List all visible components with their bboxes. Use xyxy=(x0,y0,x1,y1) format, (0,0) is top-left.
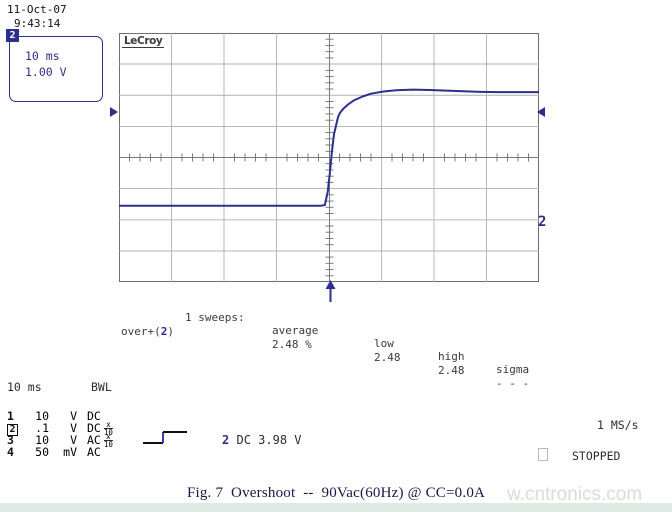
channel-setting-row[interactable]: 2 .1 V DC x 10 xyxy=(7,421,113,436)
datetime-readout: 11-Oct-07 9:43:14 xyxy=(7,3,67,31)
sample-rate-readout: 1 MS/s xyxy=(597,418,639,432)
timebase-readout[interactable]: 10 ms xyxy=(7,380,42,394)
channel-volts-unit: V xyxy=(70,409,77,423)
measure-value-high: 2.48 xyxy=(438,364,465,377)
measure-header-low: low xyxy=(374,337,394,350)
channel-number-3[interactable]: 3 xyxy=(7,433,14,447)
channel-coupling: DC xyxy=(87,409,101,423)
channel-number-1[interactable]: 1 xyxy=(7,409,14,423)
measure-header-sweeps: 1 sweeps: xyxy=(185,311,245,324)
trigger-level-text: DC 3.98 V xyxy=(236,433,302,447)
channel-setting-row[interactable]: 1 10 V DC xyxy=(7,409,101,423)
channel-offset-marker-right-icon[interactable] xyxy=(537,107,545,117)
bandwidth-limit-readout[interactable]: BWL xyxy=(91,380,112,394)
channel-offset-marker-left-icon[interactable] xyxy=(110,107,118,117)
channel-volts-unit: V xyxy=(70,421,77,435)
channel-attenuation: x 10 xyxy=(103,420,113,437)
waveform-trace xyxy=(119,88,539,207)
graticule-svg xyxy=(119,33,539,282)
acquisition-state-icon[interactable] xyxy=(538,448,548,461)
channel-number-4[interactable]: 4 xyxy=(7,445,14,459)
channel-setting-row[interactable]: 4 50 mV AC xyxy=(7,445,101,459)
measure-header-high: high xyxy=(438,350,465,363)
channel-attenuation: x 10 xyxy=(103,432,113,449)
measure-row-channel: 2 xyxy=(160,325,168,338)
waveform-graticule[interactable] xyxy=(119,33,539,282)
trigger-source-number: 2 xyxy=(222,433,230,447)
channel-volts-value: 1.00 V xyxy=(25,65,67,79)
measure-value-low: 2.48 xyxy=(374,351,401,364)
channel-coupling: DC xyxy=(87,421,101,435)
channel-coupling: AC xyxy=(87,445,101,459)
measure-header-average: average xyxy=(272,324,319,337)
bottom-band xyxy=(0,503,672,512)
lecroy-logo: LeCroy xyxy=(122,35,165,48)
channel-volts-unit: mV xyxy=(63,445,77,459)
measure-value-average: 2.48 % xyxy=(272,338,312,351)
channel-number-2[interactable]: 2 xyxy=(7,424,18,436)
date-text: 11-Oct-07 xyxy=(7,3,67,16)
trigger-position-arrow-icon[interactable] xyxy=(323,280,339,302)
site-watermark: w.cntronics.com xyxy=(507,484,643,505)
measure-value-sigma: - - - xyxy=(496,377,530,390)
channel-coupling: AC xyxy=(87,433,101,447)
trigger-slope-rising-icon[interactable] xyxy=(143,428,189,448)
measure-row-close: ) xyxy=(167,325,174,338)
figure-caption: Fig. 7 Overshoot -- 90Vac(60Hz) @ CC=0.0… xyxy=(186,485,486,501)
channel-badge: 2 xyxy=(6,29,19,42)
channel-volts-div: .1 xyxy=(35,421,49,435)
channel-2-trace-label: 2 xyxy=(538,214,547,230)
channel-volts-div: 50 xyxy=(35,445,49,459)
time-text: 9:43:14 xyxy=(14,17,61,30)
channel-volts-div: 10 xyxy=(35,433,49,447)
measure-header-sigma: sigma xyxy=(496,363,530,376)
trigger-readout[interactable]: 2 DC 3.98 V xyxy=(222,433,302,447)
measure-row-name: over+( xyxy=(121,325,161,338)
channel-volts-unit: V xyxy=(70,433,77,447)
channel-volts-div: 10 xyxy=(35,409,49,423)
channel-info-box[interactable]: 2 10 ms 1.00 V xyxy=(6,29,103,102)
channel-timebase-value: 10 ms xyxy=(25,49,60,63)
acquisition-status: STOPPED xyxy=(572,449,621,463)
measure-row-label: over+(2) xyxy=(121,325,174,338)
channel-setting-row[interactable]: 3 10 V AC x 10 xyxy=(7,433,113,448)
